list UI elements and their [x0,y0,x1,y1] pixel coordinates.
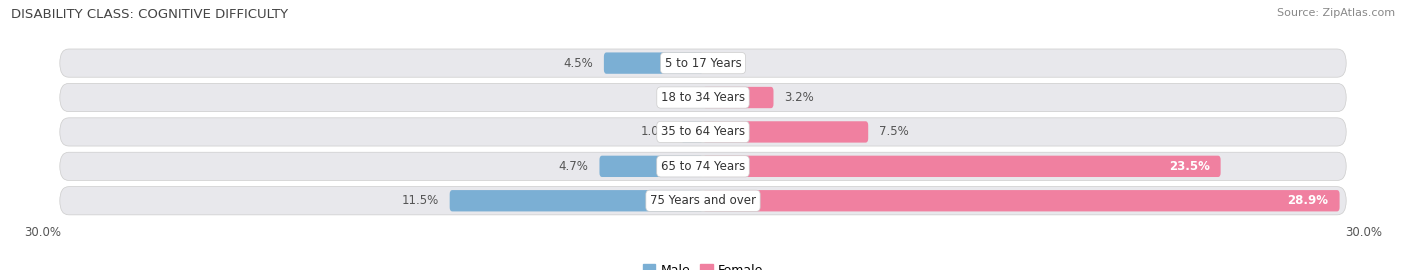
Text: 1.0%: 1.0% [640,126,669,139]
Text: 23.5%: 23.5% [1168,160,1209,173]
Text: Source: ZipAtlas.com: Source: ZipAtlas.com [1277,8,1395,18]
FancyBboxPatch shape [703,121,868,143]
Text: 75 Years and over: 75 Years and over [650,194,756,207]
Legend: Male, Female: Male, Female [638,259,768,270]
FancyBboxPatch shape [703,156,1220,177]
Text: 0.0%: 0.0% [714,57,744,70]
FancyBboxPatch shape [681,121,703,143]
Text: 5 to 17 Years: 5 to 17 Years [665,57,741,70]
FancyBboxPatch shape [703,190,1340,211]
Text: 65 to 74 Years: 65 to 74 Years [661,160,745,173]
FancyBboxPatch shape [599,156,703,177]
Text: 4.7%: 4.7% [558,160,589,173]
FancyBboxPatch shape [60,118,1346,146]
Text: 4.5%: 4.5% [564,57,593,70]
Text: DISABILITY CLASS: COGNITIVE DIFFICULTY: DISABILITY CLASS: COGNITIVE DIFFICULTY [11,8,288,21]
Text: 3.2%: 3.2% [785,91,814,104]
Text: 0.0%: 0.0% [662,91,692,104]
Text: 28.9%: 28.9% [1288,194,1329,207]
FancyBboxPatch shape [60,83,1346,112]
FancyBboxPatch shape [60,152,1346,180]
Text: 18 to 34 Years: 18 to 34 Years [661,91,745,104]
FancyBboxPatch shape [60,49,1346,77]
FancyBboxPatch shape [703,87,773,108]
FancyBboxPatch shape [60,187,1346,215]
FancyBboxPatch shape [450,190,703,211]
FancyBboxPatch shape [605,52,703,74]
Text: 11.5%: 11.5% [402,194,439,207]
Text: 35 to 64 Years: 35 to 64 Years [661,126,745,139]
Text: 7.5%: 7.5% [879,126,908,139]
